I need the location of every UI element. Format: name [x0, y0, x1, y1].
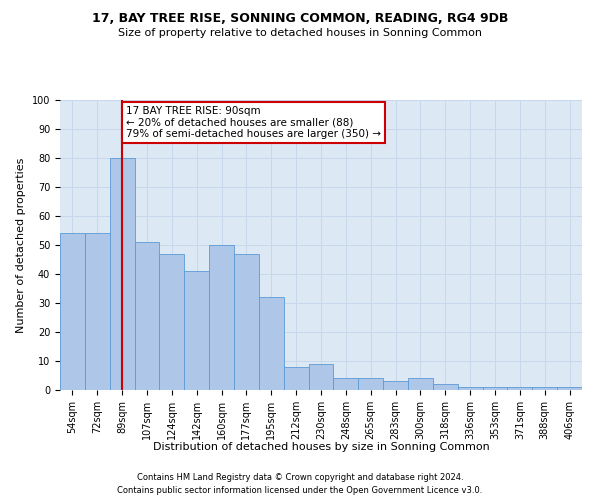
Bar	[234, 254, 259, 390]
Bar	[358, 378, 383, 390]
Bar	[482, 387, 508, 390]
Bar	[557, 387, 582, 390]
Bar	[209, 245, 234, 390]
Text: 17 BAY TREE RISE: 90sqm
← 20% of detached houses are smaller (88)
79% of semi-de: 17 BAY TREE RISE: 90sqm ← 20% of detache…	[126, 106, 381, 139]
Bar	[508, 387, 532, 390]
Bar	[433, 384, 458, 390]
Bar	[184, 271, 209, 390]
Bar	[458, 387, 482, 390]
Text: Distribution of detached houses by size in Sonning Common: Distribution of detached houses by size …	[152, 442, 490, 452]
Bar	[60, 234, 85, 390]
Bar	[259, 297, 284, 390]
Y-axis label: Number of detached properties: Number of detached properties	[16, 158, 26, 332]
Bar	[383, 382, 408, 390]
Bar	[110, 158, 134, 390]
Bar	[85, 234, 110, 390]
Bar	[334, 378, 358, 390]
Bar	[308, 364, 334, 390]
Bar	[532, 387, 557, 390]
Text: Size of property relative to detached houses in Sonning Common: Size of property relative to detached ho…	[118, 28, 482, 38]
Text: 17, BAY TREE RISE, SONNING COMMON, READING, RG4 9DB: 17, BAY TREE RISE, SONNING COMMON, READI…	[92, 12, 508, 26]
Bar	[408, 378, 433, 390]
Text: Contains HM Land Registry data © Crown copyright and database right 2024.: Contains HM Land Registry data © Crown c…	[137, 472, 463, 482]
Bar	[284, 367, 308, 390]
Bar	[160, 254, 184, 390]
Bar	[134, 242, 160, 390]
Text: Contains public sector information licensed under the Open Government Licence v3: Contains public sector information licen…	[118, 486, 482, 495]
